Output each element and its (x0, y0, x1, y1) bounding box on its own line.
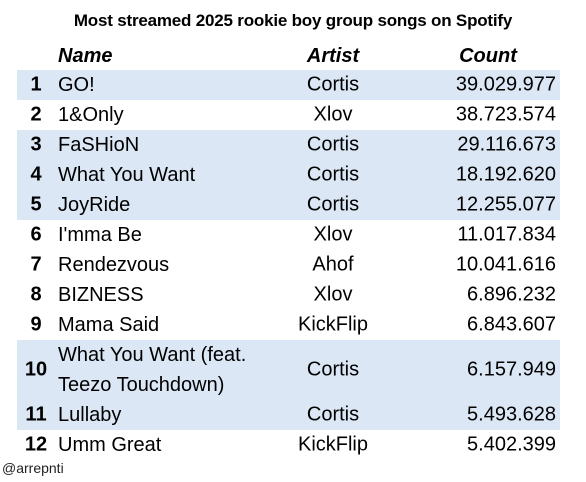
stream-count-cell: 11.017.834 (457, 223, 556, 246)
song-name-cell: BIZNESS (58, 284, 144, 306)
song-name-cell: What You Want (58, 164, 196, 186)
song-name-cell: Umm Great (58, 434, 162, 456)
table-row: 8 BIZNESS Xlov 6.896.232 (17, 280, 560, 310)
rank-cell: 4 (30, 163, 42, 186)
table-row: 4 What You Want Cortis 18.192.620 (17, 160, 560, 190)
artist-cell: Ahof (312, 253, 354, 276)
artist-cell: Cortis (306, 163, 360, 186)
table-header: Name Artist Count (17, 42, 560, 70)
artist-cell: Xlov (313, 223, 353, 246)
artist-cell: Cortis (306, 73, 360, 96)
song-name-cell: What You Want (feat. Teezo Touchdown) (58, 344, 247, 396)
rank-cell: 8 (30, 283, 42, 306)
chart-title: Most streamed 2025 rookie boy group song… (73, 11, 513, 30)
rank-cell: 10 (24, 358, 48, 381)
rank-cell: 2 (30, 103, 42, 126)
table-row: 7 Rendezvous Ahof 10.041.616 (17, 250, 560, 280)
stream-count-cell: 12.255.077 (455, 193, 556, 216)
artist-cell: Xlov (313, 283, 353, 306)
table-row: 9 Mama Said KickFlip 6.843.607 (17, 310, 560, 340)
artist-cell: KickFlip (297, 433, 368, 456)
table-row: 2 1&Only Xlov 38.723.574 (17, 100, 560, 130)
header-name: Name (58, 45, 113, 67)
table-body: 1 GO! Cortis 39.029.977 2 1&Only Xlov 38.723.57… (17, 70, 560, 460)
rank-cell: 1 (30, 73, 42, 96)
ranking-table: Name Artist Count 1 GO! Cortis 39.029.977 2 1… (17, 42, 560, 460)
song-name-cell: JoyRide (58, 194, 131, 216)
table-row: 12 Umm Great KickFlip 5.402.399 (17, 430, 560, 460)
rank-cell: 5 (30, 193, 42, 216)
rank-cell: 7 (30, 253, 42, 276)
song-name-cell: I'mma Be (58, 224, 142, 246)
stream-count-cell: 5.493.628 (467, 403, 556, 426)
stream-count-cell: 10.041.616 (455, 253, 556, 276)
table-row: 3 FaSHioN Cortis 29.116.673 (17, 130, 560, 160)
table-row: 5 JoyRide Cortis 12.255.077 (17, 190, 560, 220)
song-name-cell: Rendezvous (58, 254, 170, 276)
stream-count-cell: 29.116.673 (457, 133, 556, 156)
artist-cell: Cortis (306, 358, 360, 381)
rank-cell: 11 (25, 403, 47, 426)
song-name-cell: GO! (58, 74, 95, 96)
rank-cell: 12 (24, 433, 48, 456)
song-name-cell: FaSHioN (58, 134, 140, 156)
stream-count-cell: 39.029.977 (455, 73, 556, 96)
table-row: 11 Lullaby Cortis 5.493.628 (17, 400, 560, 430)
artist-cell: Cortis (306, 193, 360, 216)
rank-cell: 6 (30, 223, 42, 246)
song-name-cell: 1&Only (58, 104, 124, 126)
song-name-cell: Mama Said (58, 314, 160, 336)
artist-cell: Xlov (313, 103, 353, 126)
stream-count-cell: 6.157.949 (467, 358, 556, 381)
table-row: 10 What You Want (feat. Teezo Touchdown) C… (17, 340, 560, 400)
credit-handle: @arrepnti (2, 460, 64, 476)
stream-count-cell: 5.402.399 (467, 433, 556, 456)
artist-cell: KickFlip (297, 313, 368, 336)
stream-count-cell: 6.896.232 (467, 283, 556, 306)
header-artist: Artist (306, 45, 360, 67)
stream-count-cell: 18.192.620 (455, 163, 556, 186)
song-name-cell: Lullaby (58, 404, 122, 426)
stream-count-cell: 6.843.607 (467, 313, 556, 336)
stream-count-cell: 38.723.574 (455, 103, 556, 126)
artist-cell: Cortis (306, 403, 360, 426)
rank-cell: 3 (30, 133, 42, 156)
rank-cell: 9 (30, 313, 42, 336)
table-row: 1 GO! Cortis 39.029.977 (17, 70, 560, 100)
artist-cell: Cortis (306, 133, 360, 156)
header-count: Count (459, 45, 517, 67)
table-row: 6 I'mma Be Xlov 11.017.834 (17, 220, 560, 250)
